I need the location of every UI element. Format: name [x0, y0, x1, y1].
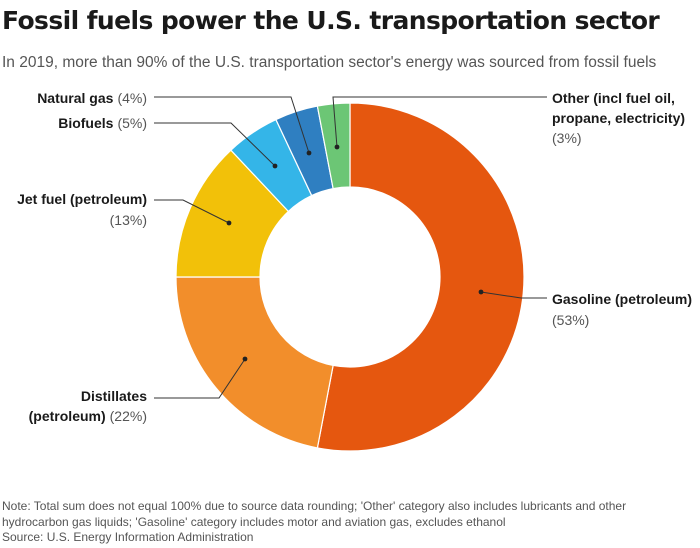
- leader-gasoline: [480, 291, 547, 299]
- leader-dot-natural-gas: [306, 150, 312, 156]
- pct-natural-gas: (4%): [117, 90, 147, 106]
- label-biofuels: Biofuels (5%): [58, 115, 147, 131]
- label-jet-fuel: Jet fuel (petroleum): [17, 191, 147, 207]
- leader-distillates: [154, 358, 246, 399]
- slice-other: [316, 102, 351, 190]
- leader-dot-jet-fuel: [226, 220, 232, 226]
- label-natural-gas: Natural gas (4%): [37, 90, 147, 106]
- pct-jet-fuel: (13%): [110, 212, 147, 228]
- chart-subtitle: In 2019, more than 90% of the U.S. trans…: [2, 54, 657, 71]
- leader-natural-gas: [154, 96, 310, 154]
- label-distillates-line1: Distillates: [81, 388, 147, 404]
- slice-distillates: [175, 276, 334, 449]
- leader-dot-gasoline: [478, 289, 484, 295]
- label-other-line2: propane, electricity): [552, 110, 685, 126]
- leader-other: [332, 96, 547, 148]
- leader-jet-fuel: [154, 199, 230, 224]
- leader-dot-distillates: [242, 356, 248, 362]
- source-line: Source: U.S. Energy Information Administ…: [2, 530, 254, 544]
- pct-distillates: (22%): [110, 408, 147, 424]
- leader-dot-biofuels: [272, 163, 278, 169]
- slice-gasoline: [316, 102, 525, 452]
- label-gasoline: Gasoline (petroleum): [552, 291, 692, 307]
- label-other-line1: Other (incl fuel oil,: [552, 90, 675, 106]
- pct-gasoline: (53%): [552, 312, 589, 328]
- label-distillates-line2: (petroleum) (22%): [29, 408, 147, 424]
- chart-title: Fossil fuels power the U.S. transportati…: [2, 6, 660, 35]
- leader-dot-other: [334, 144, 340, 150]
- leader-biofuels: [154, 122, 276, 167]
- pct-other: (3%): [552, 130, 582, 146]
- pct-biofuels: (5%): [117, 115, 147, 131]
- donut-chart: Gasoline (petroleum) (53%) Distillates (…: [17, 90, 692, 452]
- footnote: Note: Total sum does not equal 100% due …: [2, 499, 627, 529]
